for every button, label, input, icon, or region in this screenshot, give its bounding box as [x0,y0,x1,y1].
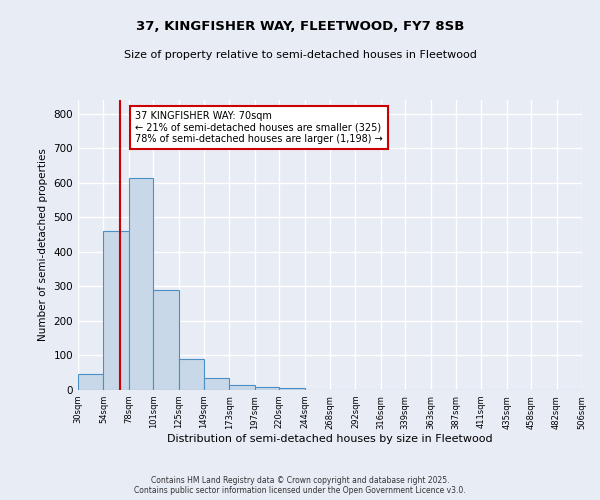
Text: 37 KINGFISHER WAY: 70sqm
← 21% of semi-detached houses are smaller (325)
78% of : 37 KINGFISHER WAY: 70sqm ← 21% of semi-d… [135,111,383,144]
Bar [229,385,255,390]
Bar [255,387,279,390]
Text: Contains HM Land Registry data © Crown copyright and database right 2025.
Contai: Contains HM Land Registry data © Crown c… [134,476,466,495]
Text: Size of property relative to semi-detached houses in Fleetwood: Size of property relative to semi-detach… [124,50,476,60]
X-axis label: Distribution of semi-detached houses by size in Fleetwood: Distribution of semi-detached houses by … [167,434,493,444]
Bar [279,388,305,390]
Y-axis label: Number of semi-detached properties: Number of semi-detached properties [38,148,48,342]
Bar [204,378,229,390]
Bar [78,374,103,390]
Bar [129,178,153,390]
Bar [103,231,129,390]
Text: 37, KINGFISHER WAY, FLEETWOOD, FY7 8SB: 37, KINGFISHER WAY, FLEETWOOD, FY7 8SB [136,20,464,33]
Bar [153,290,179,390]
Bar [179,359,204,390]
